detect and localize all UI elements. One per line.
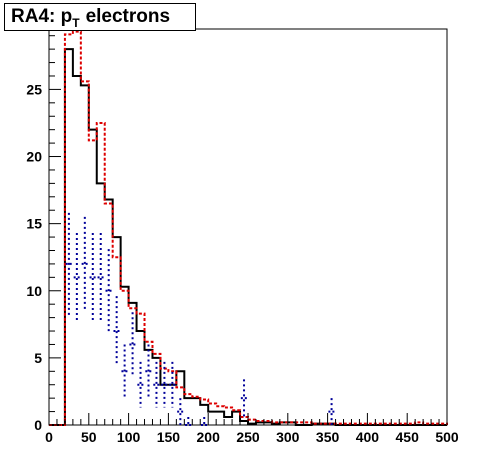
x-tick-label: 300 xyxy=(276,429,300,445)
series-solid-line xyxy=(49,48,447,426)
y-tick-label: 15 xyxy=(26,216,42,232)
y-tick-label: 20 xyxy=(26,149,42,165)
y-tick-label: 5 xyxy=(34,350,42,366)
y-tick-label: 25 xyxy=(26,81,42,97)
plot-frame xyxy=(48,28,448,426)
x-tick-label: 400 xyxy=(356,429,380,445)
y-tick-label: 10 xyxy=(26,283,42,299)
x-tick-label: 250 xyxy=(236,429,260,445)
x-tick-label: 100 xyxy=(117,429,141,445)
title-main: RA4: p xyxy=(11,6,73,27)
x-tick-label: 0 xyxy=(45,429,53,445)
data-layer xyxy=(49,30,448,426)
title-subscript: T xyxy=(72,16,80,30)
x-tick-label: 150 xyxy=(157,429,181,445)
chart-title: RA4: pT electrons xyxy=(4,3,196,31)
axis-layer: 0 50 100 150 200 250 300 350 400 450 500 0 5 10 15 20 25 xyxy=(26,35,459,445)
x-tick-label: 500 xyxy=(435,429,459,445)
series-dashed-line xyxy=(49,30,448,426)
x-tick-label: 350 xyxy=(316,429,340,445)
x-tick-label: 50 xyxy=(81,429,97,445)
title-rest: electrons xyxy=(85,6,171,27)
y-tick-label: 0 xyxy=(34,417,42,433)
x-tick-label: 450 xyxy=(396,429,420,445)
x-tick-label: 200 xyxy=(197,429,221,445)
